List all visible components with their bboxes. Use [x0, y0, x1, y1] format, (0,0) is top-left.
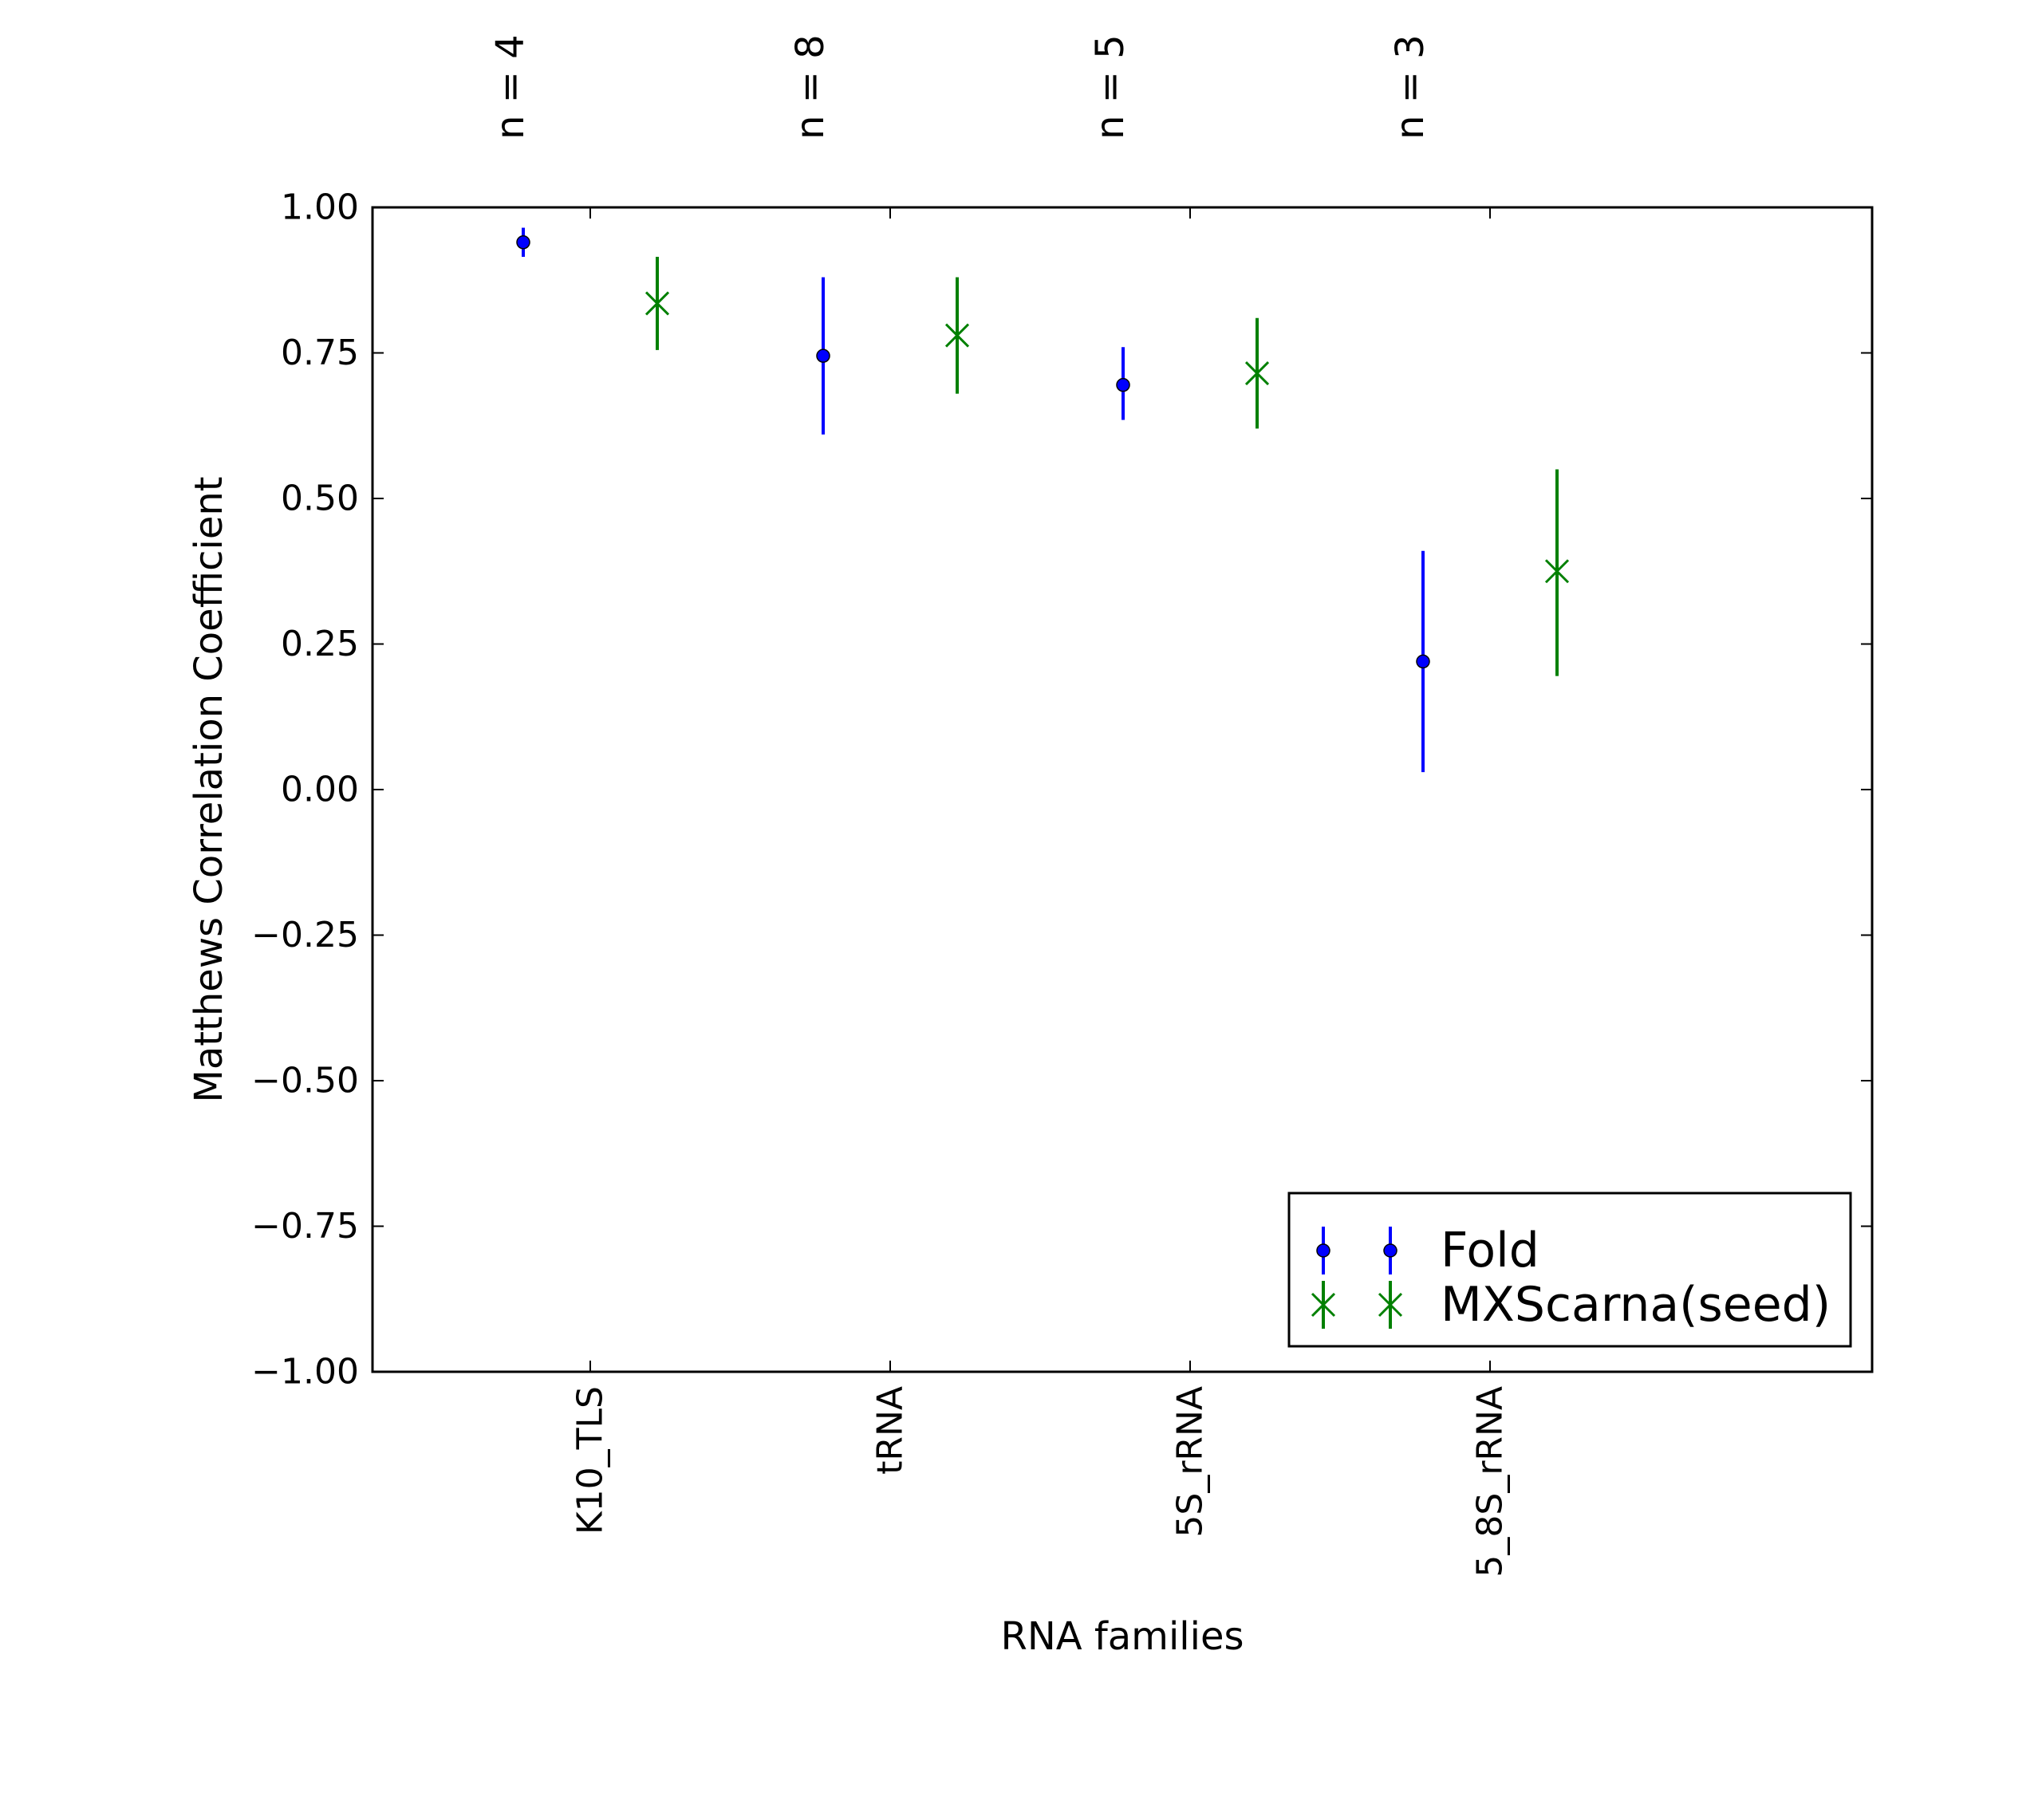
legend-key-marker	[1378, 1292, 1403, 1318]
legend-key-stroke	[1311, 1292, 1336, 1318]
data-point	[1244, 360, 1270, 386]
legend-key-marker	[1316, 1243, 1330, 1258]
data-point	[944, 323, 970, 348]
data-point-stroke	[944, 323, 970, 348]
sample-count-labels: n = 4 n = 8 n = 5 n = 3	[488, 34, 1433, 140]
y-axis-title: Matthews Correlation Coefficient	[187, 476, 231, 1102]
data-point-stroke	[1544, 559, 1570, 584]
data-point	[645, 291, 670, 316]
data-point	[1116, 377, 1130, 392]
y-tick-label: −0.75	[251, 1206, 359, 1247]
x-tick-label: 5S_rRNA	[1170, 1386, 1211, 1538]
sample-count-label: n = 8	[788, 34, 833, 140]
sample-count-label: n = 5	[1088, 34, 1133, 140]
sample-count-label: n = 3	[1388, 34, 1433, 140]
data-point	[1544, 559, 1570, 584]
legend-label-fold: Fold	[1441, 1223, 1539, 1278]
data-series	[516, 227, 1570, 773]
y-tick-labels: −1.00 −0.75 −0.50 −0.25 0.00 0.25 0.50 0.75 1.00	[251, 187, 359, 1393]
legend-key-marker	[1383, 1243, 1397, 1258]
y-tick-label: 0.75	[281, 333, 359, 373]
x-tick-label: 5_8S_rRNA	[1470, 1386, 1511, 1578]
legend-keys	[1311, 1227, 1403, 1329]
legend-frame	[1287, 1192, 1852, 1348]
y-tick-label: 1.00	[281, 187, 359, 228]
x-tick-label: K10_TLS	[570, 1386, 611, 1534]
sample-count-label: n = 4	[488, 34, 533, 140]
data-point-stroke	[1244, 360, 1270, 386]
y-tick-label: −0.25	[251, 915, 359, 955]
y-tick-label: 0.00	[281, 770, 359, 810]
x-axis-title: RNA families	[1001, 1614, 1244, 1659]
legend-key-stroke	[1378, 1292, 1403, 1318]
data-point	[516, 235, 530, 250]
plot-area-frame	[371, 206, 1874, 1373]
data-point	[816, 349, 830, 363]
y-tick-label: −1.00	[251, 1352, 359, 1393]
legend: Fold MXScarna(seed)	[1287, 1192, 1852, 1348]
y-tick-label: 0.50	[281, 479, 359, 519]
data-point	[1416, 654, 1430, 669]
legend-key-marker	[1311, 1292, 1336, 1318]
x-tick-labels: K10_TLS tRNA 5S_rRNA 5_8S_rRNA	[570, 1386, 1511, 1578]
legend-label-mxscarna: MXScarna(seed)	[1441, 1277, 1831, 1333]
y-tick-label: −0.50	[251, 1061, 359, 1101]
data-point-stroke	[645, 291, 670, 316]
x-tick-label: tRNA	[870, 1386, 911, 1475]
y-tick-label: 0.25	[281, 624, 359, 664]
